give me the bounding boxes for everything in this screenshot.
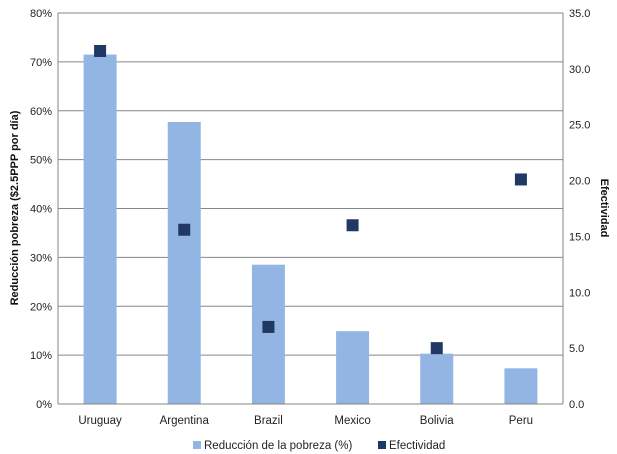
marker-point <box>94 44 107 57</box>
bar <box>336 331 370 404</box>
marker-point <box>346 219 359 232</box>
right-tick-label: 5.0 <box>569 343 584 355</box>
bar <box>504 368 538 404</box>
left-tick-labels: 0% 10% 20% 30% 40% 50% 60% 70% 80% <box>30 8 52 411</box>
y-axis-title: Reducción pobreza ($2.5PPP por día) <box>9 110 21 305</box>
right-tick-label: 30.0 <box>569 64 590 76</box>
axes <box>57 13 564 405</box>
category-label: Brazil <box>254 415 283 427</box>
left-tick-label: 60% <box>30 106 52 118</box>
marker-point <box>178 223 191 236</box>
legend-label-bars: Reducción de la pobreza (%) <box>204 440 352 452</box>
y2-axis-title: Efectividad <box>598 179 610 238</box>
right-tick-label: 20.0 <box>569 176 590 188</box>
legend: Reducción de la pobreza (%) Efectividad <box>193 440 445 452</box>
legend-swatch-markers <box>378 441 386 449</box>
category-labels: Uruguay Argentina Brazil Mexico Bolivia Peru <box>78 415 533 427</box>
bar <box>167 121 201 405</box>
right-tick-label: 10.0 <box>569 287 590 299</box>
bar-series <box>83 54 538 405</box>
left-tick-label: 50% <box>30 155 52 167</box>
left-tick-label: 80% <box>30 8 52 20</box>
category-label: Argentina <box>160 415 210 427</box>
marker-point <box>262 320 275 333</box>
left-tick-label: 10% <box>30 350 52 362</box>
category-label: Bolivia <box>420 415 454 427</box>
right-tick-label: 35.0 <box>569 8 590 20</box>
left-tick-label: 70% <box>30 57 52 69</box>
legend-swatch-bars <box>193 441 201 449</box>
left-tick-label: 30% <box>30 252 52 264</box>
bar <box>420 353 454 404</box>
category-label: Mexico <box>334 415 370 427</box>
left-tick-label: 0% <box>36 399 52 411</box>
bar <box>83 54 117 404</box>
right-tick-label: 15.0 <box>569 231 590 243</box>
legend-label-markers: Efectividad <box>389 440 445 452</box>
category-label: Uruguay <box>78 415 122 427</box>
marker-point <box>430 342 443 355</box>
bar <box>251 264 285 404</box>
marker-series <box>94 44 527 355</box>
right-tick-label: 0.0 <box>569 399 584 411</box>
category-label: Peru <box>509 415 533 427</box>
gridlines <box>58 12 563 356</box>
left-tick-label: 40% <box>30 204 52 216</box>
marker-point <box>514 173 527 186</box>
right-tick-label: 25.0 <box>569 120 590 132</box>
left-tick-label: 20% <box>30 301 52 313</box>
right-tick-labels: 0.0 5.0 10.0 15.0 20.0 25.0 30.0 35.0 <box>569 8 590 411</box>
